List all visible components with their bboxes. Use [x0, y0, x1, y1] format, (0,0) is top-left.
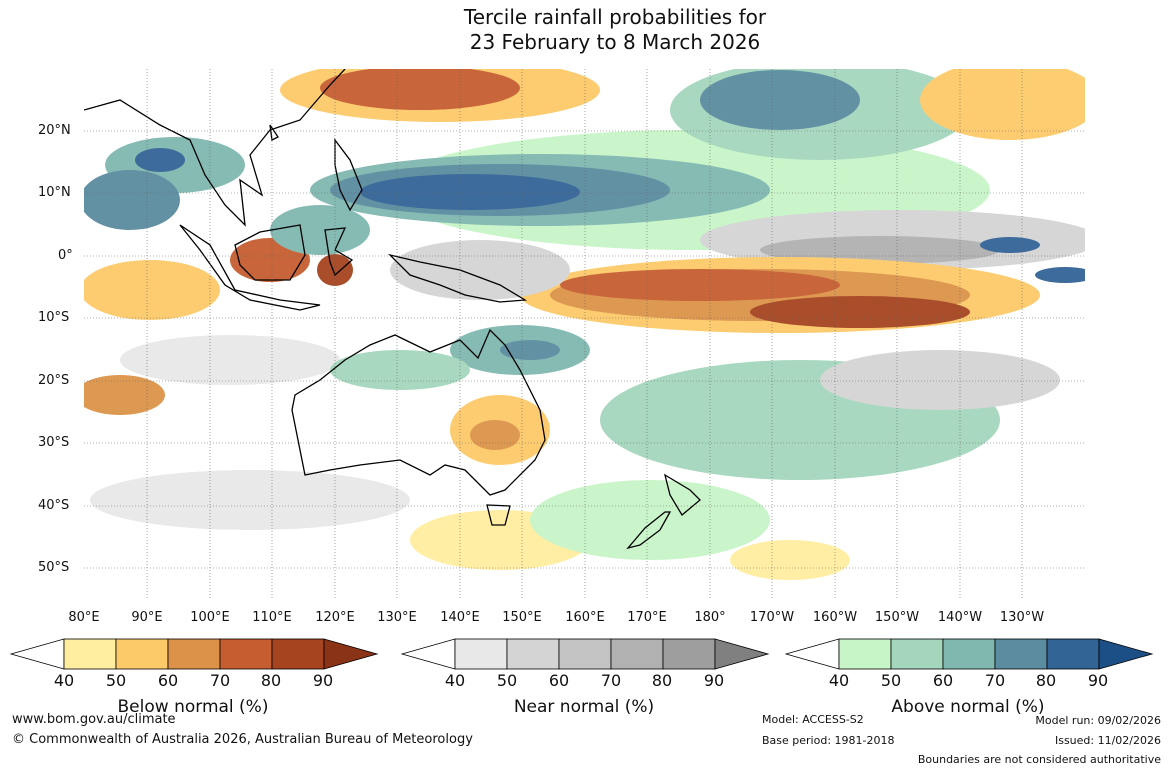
borneo-coastline — [234, 224, 306, 281]
above-colorbar-bin-2 — [890, 638, 944, 670]
lon-label-150w: 150°W — [874, 610, 920, 625]
new-guinea-coastline — [387, 253, 528, 303]
map-title: Tercile rainfall probabilities for 23 Fe… — [0, 5, 1173, 55]
near-colorbar-min-triangle — [401, 638, 456, 670]
below-normal-label: Below normal (%) — [117, 697, 269, 717]
lon-label-130w: 130°W — [999, 610, 1045, 625]
australia-coastline — [291, 328, 546, 496]
below-tick-80: 80 — [260, 671, 282, 690]
lat-label-10n: 10°N — [38, 185, 71, 200]
near-tick-70: 70 — [600, 671, 622, 690]
disclaimer-text: Boundaries are not considered authoritat… — [917, 753, 1161, 766]
base-period-text: Base period: 1981-2018 — [762, 734, 895, 747]
probability-shading — [84, 69, 1085, 580]
above-normal-colorbar — [785, 638, 1154, 670]
below-normal-colorbar — [10, 638, 379, 670]
near-colorbar-bin-4 — [610, 638, 664, 670]
above-tick-80: 80 — [1035, 671, 1057, 690]
lon-label-80e: 80°E — [68, 610, 100, 625]
lon-label-160e: 160°E — [565, 610, 605, 625]
lat-label-30s: 30°S — [38, 435, 70, 450]
near-colorbar-bin-2 — [506, 638, 560, 670]
above-tick-90: 90 — [1087, 671, 1109, 690]
below-colorbar-bin-4 — [219, 638, 273, 670]
sumatra-java-coastline — [179, 224, 321, 311]
near-tick-90: 90 — [703, 671, 725, 690]
lon-label-160w: 160°W — [812, 610, 858, 625]
near-tick-50: 50 — [496, 671, 518, 690]
lon-label-100e: 100°E — [190, 610, 230, 625]
near-tick-60: 60 — [548, 671, 570, 690]
below-colorbar-min-triangle — [10, 638, 65, 670]
lon-label-170w: 170°W — [749, 610, 795, 625]
probability-map — [84, 69, 1085, 600]
above-colorbar-bin-1 — [838, 638, 892, 670]
southeast-asia-coastline — [84, 69, 346, 227]
title-line-2: 23 February to 8 March 2026 — [469, 30, 761, 54]
below-tick-60: 60 — [157, 671, 179, 690]
coastlines — [84, 69, 701, 550]
graticule — [84, 69, 1085, 600]
below-colorbar-bin-3 — [167, 638, 221, 670]
copyright-text: © Commonwealth of Australia 2026, Austra… — [12, 732, 473, 747]
above-normal-label: Above normal (%) — [891, 697, 1045, 717]
lon-label-170e: 170°E — [627, 610, 667, 625]
near-colorbar-bin-5 — [662, 638, 716, 670]
lon-label-120e: 120°E — [315, 610, 355, 625]
lon-label-180: 180° — [694, 610, 726, 625]
model-run-text: Model run: 09/02/2026 — [1035, 714, 1161, 727]
lat-label-0: 0° — [58, 248, 73, 263]
above-colorbar-bin-5 — [1046, 638, 1100, 670]
title-line-1: Tercile rainfall probabilities for — [463, 5, 767, 29]
above-colorbar-min-triangle — [785, 638, 840, 670]
below-colorbar-bin-5 — [271, 638, 325, 670]
lon-label-110e: 110°E — [252, 610, 292, 625]
above-tick-50: 50 — [880, 671, 902, 690]
above-tick-60: 60 — [932, 671, 954, 690]
lat-label-20s: 20°S — [38, 373, 70, 388]
lon-label-140w: 140°W — [937, 610, 983, 625]
below-tick-40: 40 — [53, 671, 75, 690]
lat-label-20n: 20°N — [38, 123, 71, 138]
above-colorbar-bin-3 — [942, 638, 996, 670]
near-normal-colorbar — [401, 638, 770, 670]
new-zealand-north-coastline — [663, 473, 701, 516]
above-colorbar-bin-4 — [994, 638, 1048, 670]
lat-label-40s: 40°S — [38, 498, 70, 513]
near-colorbar-bin-3 — [558, 638, 612, 670]
below-colorbar-bin-1 — [63, 638, 117, 670]
below-colorbar-max-triangle — [323, 638, 379, 670]
lon-label-130e: 130°E — [377, 610, 417, 625]
sulawesi-coastline — [324, 227, 354, 277]
lat-label-50s: 50°S — [38, 560, 70, 575]
new-zealand-south-coastline — [626, 511, 672, 550]
lon-label-90e: 90°E — [131, 610, 163, 625]
above-tick-40: 40 — [828, 671, 850, 690]
near-normal-label: Near normal (%) — [513, 697, 655, 717]
above-colorbar-max-triangle — [1098, 638, 1154, 670]
below-tick-70: 70 — [209, 671, 231, 690]
near-tick-40: 40 — [444, 671, 466, 690]
lon-label-150e: 150°E — [502, 610, 542, 625]
lon-label-140e: 140°E — [440, 610, 480, 625]
below-tick-90: 90 — [312, 671, 334, 690]
near-colorbar-max-triangle — [714, 638, 770, 670]
lat-label-10s: 10°S — [38, 310, 70, 325]
below-tick-50: 50 — [105, 671, 127, 690]
website-link[interactable]: www.bom.gov.au/climate — [12, 712, 176, 727]
near-colorbar-bin-1 — [454, 638, 508, 670]
model-text: Model: ACCESS-S2 — [762, 713, 864, 726]
above-tick-70: 70 — [984, 671, 1006, 690]
near-tick-80: 80 — [651, 671, 673, 690]
issued-text: Issued: 11/02/2026 — [1054, 734, 1161, 747]
tasmania-coastline — [486, 504, 511, 526]
below-colorbar-bin-2 — [115, 638, 169, 670]
